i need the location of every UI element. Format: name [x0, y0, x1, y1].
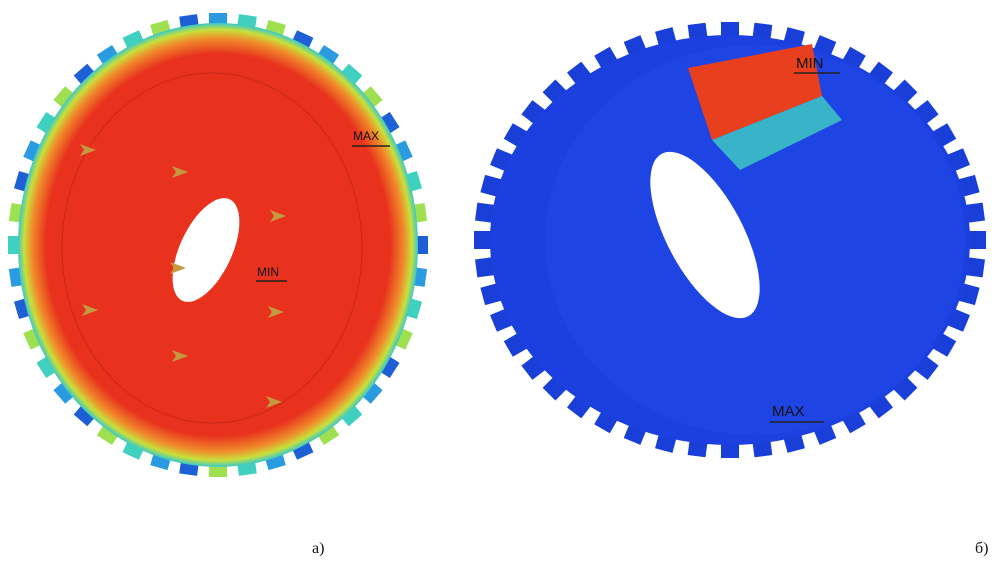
load-arrow: [170, 262, 186, 274]
caption: б): [975, 540, 988, 557]
load-arrow: [172, 350, 188, 362]
annotation: MAX: [772, 403, 805, 420]
load-arrow: [80, 144, 96, 156]
annotation: MAX: [353, 129, 379, 143]
load-arrow: [266, 396, 282, 408]
front-face: [545, 45, 965, 435]
gear-right: [474, 22, 986, 458]
load-arrow: [270, 210, 286, 222]
contact-zone: [688, 44, 822, 140]
load-arrow: [82, 304, 98, 316]
hole: [172, 198, 240, 302]
gear-left: [8, 13, 428, 477]
hub: [61, 72, 363, 424]
contact-edge: [712, 96, 842, 170]
load-arrow: [268, 306, 284, 318]
caption: а): [312, 540, 324, 557]
annotation: MIN: [796, 55, 824, 72]
annotation: MIN: [257, 265, 279, 279]
hole: [650, 151, 760, 319]
load-arrow: [172, 166, 188, 178]
